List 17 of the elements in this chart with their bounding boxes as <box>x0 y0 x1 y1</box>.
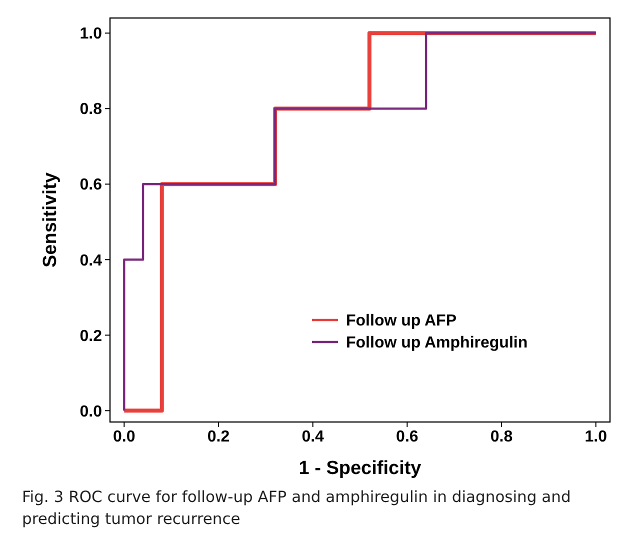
y-tick-label: 0.0 <box>80 403 102 420</box>
x-tick-label: 0.6 <box>396 428 418 446</box>
x-tick-label: 0.4 <box>302 428 324 446</box>
x-axis-title: 1 - Specificity <box>298 458 422 479</box>
x-tick-label: 1.0 <box>584 428 608 446</box>
y-tick-label: 0.6 <box>80 176 102 194</box>
x-tick-label: 0.2 <box>207 428 230 446</box>
y-axis-title: Sensitivity <box>40 172 61 268</box>
legend-label: Follow up Amphiregulin <box>346 334 528 352</box>
y-tick-label: 0.4 <box>80 252 102 270</box>
x-tick-label: 0.0 <box>113 428 136 446</box>
x-tick-label: 0.8 <box>490 428 513 446</box>
y-tick-label: 0.2 <box>80 328 102 345</box>
y-tick-label: 1.0 <box>80 26 102 43</box>
legend-label: Follow up AFP <box>346 312 457 330</box>
caption: Fig. 3 ROC curve for follow-up AFP and amphiregulin in diagnosing and predicting tumor recurrence <box>22 487 572 530</box>
y-tick-label: 0.8 <box>80 101 102 118</box>
